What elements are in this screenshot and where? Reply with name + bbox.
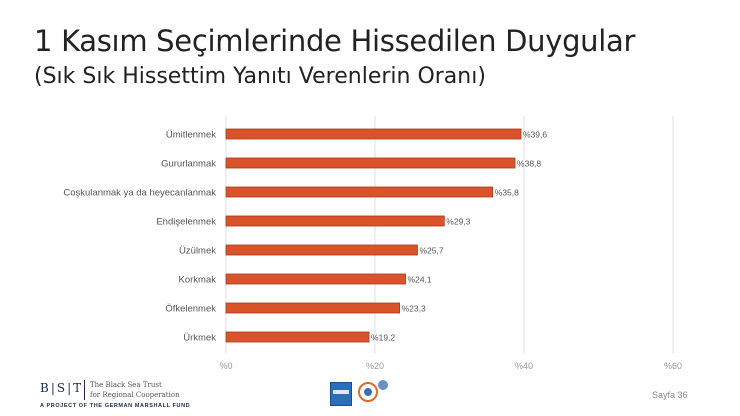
category-label: Üzülmek	[179, 246, 216, 257]
bar	[225, 244, 418, 256]
category-label: Gururlanmak	[161, 159, 216, 170]
category-label: Korkmak	[179, 275, 217, 286]
partner-logo-icon	[330, 382, 352, 406]
org-name-line1: The Black Sea Trust	[90, 381, 162, 389]
bar	[225, 157, 516, 169]
category-label: Ürkmek	[183, 333, 216, 344]
data-label: %38,8	[517, 159, 541, 169]
bar	[225, 331, 370, 343]
data-label: %29,3	[446, 217, 470, 227]
category-label: Coşkulanmak ya da heyecanlanmak	[63, 188, 216, 199]
data-label: %39,6	[523, 130, 547, 140]
partner-seal-icon	[358, 382, 378, 402]
data-label: %24,1	[408, 275, 432, 285]
bar-chart: %0 %20 %40 %60 Ümitlenmek %39,6 Gururlanmak %38…	[63, 116, 682, 371]
org-name-line2: for Regional Cooperation	[90, 391, 180, 399]
bst-logo: B|S|T	[40, 381, 84, 395]
data-label: %25,7	[419, 246, 443, 256]
partner-badge-icon	[378, 380, 388, 390]
chart-title: 1 Kasım Seçimlerinde Hissedilen Duygular	[34, 24, 636, 58]
x-tick-label: %40	[515, 361, 533, 371]
bar	[225, 302, 400, 314]
x-tick-label: %0	[219, 361, 232, 371]
org-name: The Black Sea Trust for Regional Coopera…	[90, 380, 180, 400]
category-label: Endişelenmek	[156, 217, 216, 228]
data-label: %23,3	[402, 304, 426, 314]
logo-divider	[84, 380, 85, 400]
category-label: Öfkelenmek	[165, 304, 216, 315]
bar	[225, 273, 406, 285]
category-label: Ümitlenmek	[166, 130, 216, 141]
bar	[225, 128, 522, 140]
data-label: %35,8	[495, 188, 519, 198]
x-tick-label: %60	[664, 361, 682, 371]
bar	[225, 215, 445, 227]
page-number: Sayfa 36	[652, 390, 688, 400]
x-tick-label: %20	[366, 361, 384, 371]
project-tagline: A PROJECT OF THE GERMAN MARSHALL FUND	[40, 403, 191, 409]
chart-subtitle: (Sık Sık Hissettim Yanıtı Verenlerin Ora…	[34, 64, 486, 89]
bar	[225, 186, 494, 198]
data-label: %19,2	[371, 333, 395, 343]
